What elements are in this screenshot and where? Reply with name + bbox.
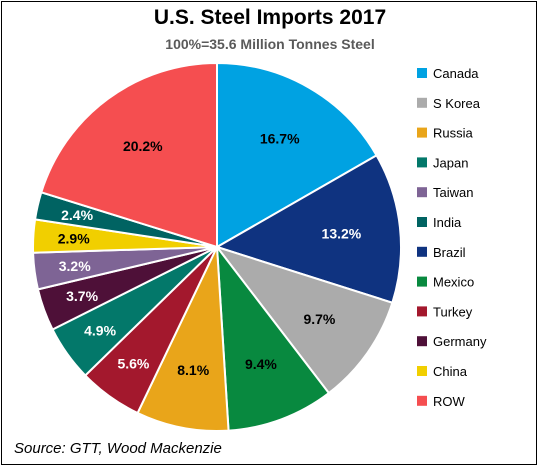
pie-slice-canada	[216, 61, 378, 249]
legend-swatch-mexico	[417, 276, 427, 287]
slice-label-mexico: 9.4%	[245, 356, 277, 372]
legend-swatch-turkey	[417, 306, 427, 317]
legend-label-row: ROW	[433, 394, 466, 409]
pie-slice-russia	[136, 243, 230, 432]
pie-slices	[32, 61, 402, 432]
legend-label-mexico: Mexico	[433, 275, 474, 290]
slice-label-russia: 8.1%	[177, 362, 209, 378]
legend-swatch-germany	[417, 336, 427, 347]
slice-label-germany: 3.7%	[66, 288, 98, 304]
slice-label-row: 20.2%	[123, 138, 163, 154]
legend-swatch-row	[417, 395, 427, 406]
slice-label-taiwan: 3.2%	[59, 258, 91, 274]
pie-slice-mexico	[215, 243, 331, 432]
legend-swatch-taiwan	[417, 187, 427, 198]
legend-label-canada: Canada	[433, 66, 479, 81]
chart-subtitle: 100%=35.6 Million Tonnes Steel	[165, 36, 375, 52]
legend-label-turkey: Turkey	[433, 304, 473, 319]
slice-label-china: 2.9%	[58, 230, 90, 246]
slice-label-japan: 4.9%	[84, 322, 116, 338]
legend: Canada S Korea Russia Japan Taiwan India Brazi…	[417, 66, 487, 409]
legend-label-brazil: Brazil	[433, 245, 466, 260]
legend-swatch-china	[417, 366, 427, 376]
slice-label-india: 2.4%	[61, 207, 93, 223]
source-note: Source: GTT, Wood Mackenzie	[14, 440, 222, 457]
legend-label-russia: Russia	[433, 126, 474, 141]
legend-swatch-india	[417, 217, 427, 227]
legend-label-china: China	[433, 364, 468, 379]
legend-label-japan: Japan	[433, 155, 468, 170]
legend-label-india: India	[433, 215, 462, 230]
pie-labels: 16.7% 13.2% 9.7% 9.4% 8.1% 5.6% 4.9% 3.7% 3.2% 2.…	[58, 131, 362, 378]
pie-slice-brazil	[214, 153, 402, 305]
legend-label-s-korea: S Korea	[433, 96, 481, 111]
pie-slice-row	[40, 61, 218, 249]
slice-label-s-korea: 9.7%	[303, 311, 335, 327]
slice-label-turkey: 5.6%	[117, 356, 149, 372]
chart-title: U.S. Steel Imports 2017	[153, 6, 387, 29]
legend-label-germany: Germany	[433, 334, 487, 349]
pie-slice-s-korea	[214, 245, 394, 395]
legend-swatch-russia	[417, 127, 427, 138]
slice-label-brazil: 13.2%	[322, 226, 362, 242]
legend-swatch-brazil	[417, 246, 427, 257]
legend-swatch-japan	[417, 157, 427, 168]
legend-swatch-canada	[417, 68, 427, 78]
legend-swatch-s-korea	[417, 97, 427, 108]
legend-label-taiwan: Taiwan	[433, 185, 473, 200]
slice-label-canada: 16.7%	[260, 131, 300, 147]
